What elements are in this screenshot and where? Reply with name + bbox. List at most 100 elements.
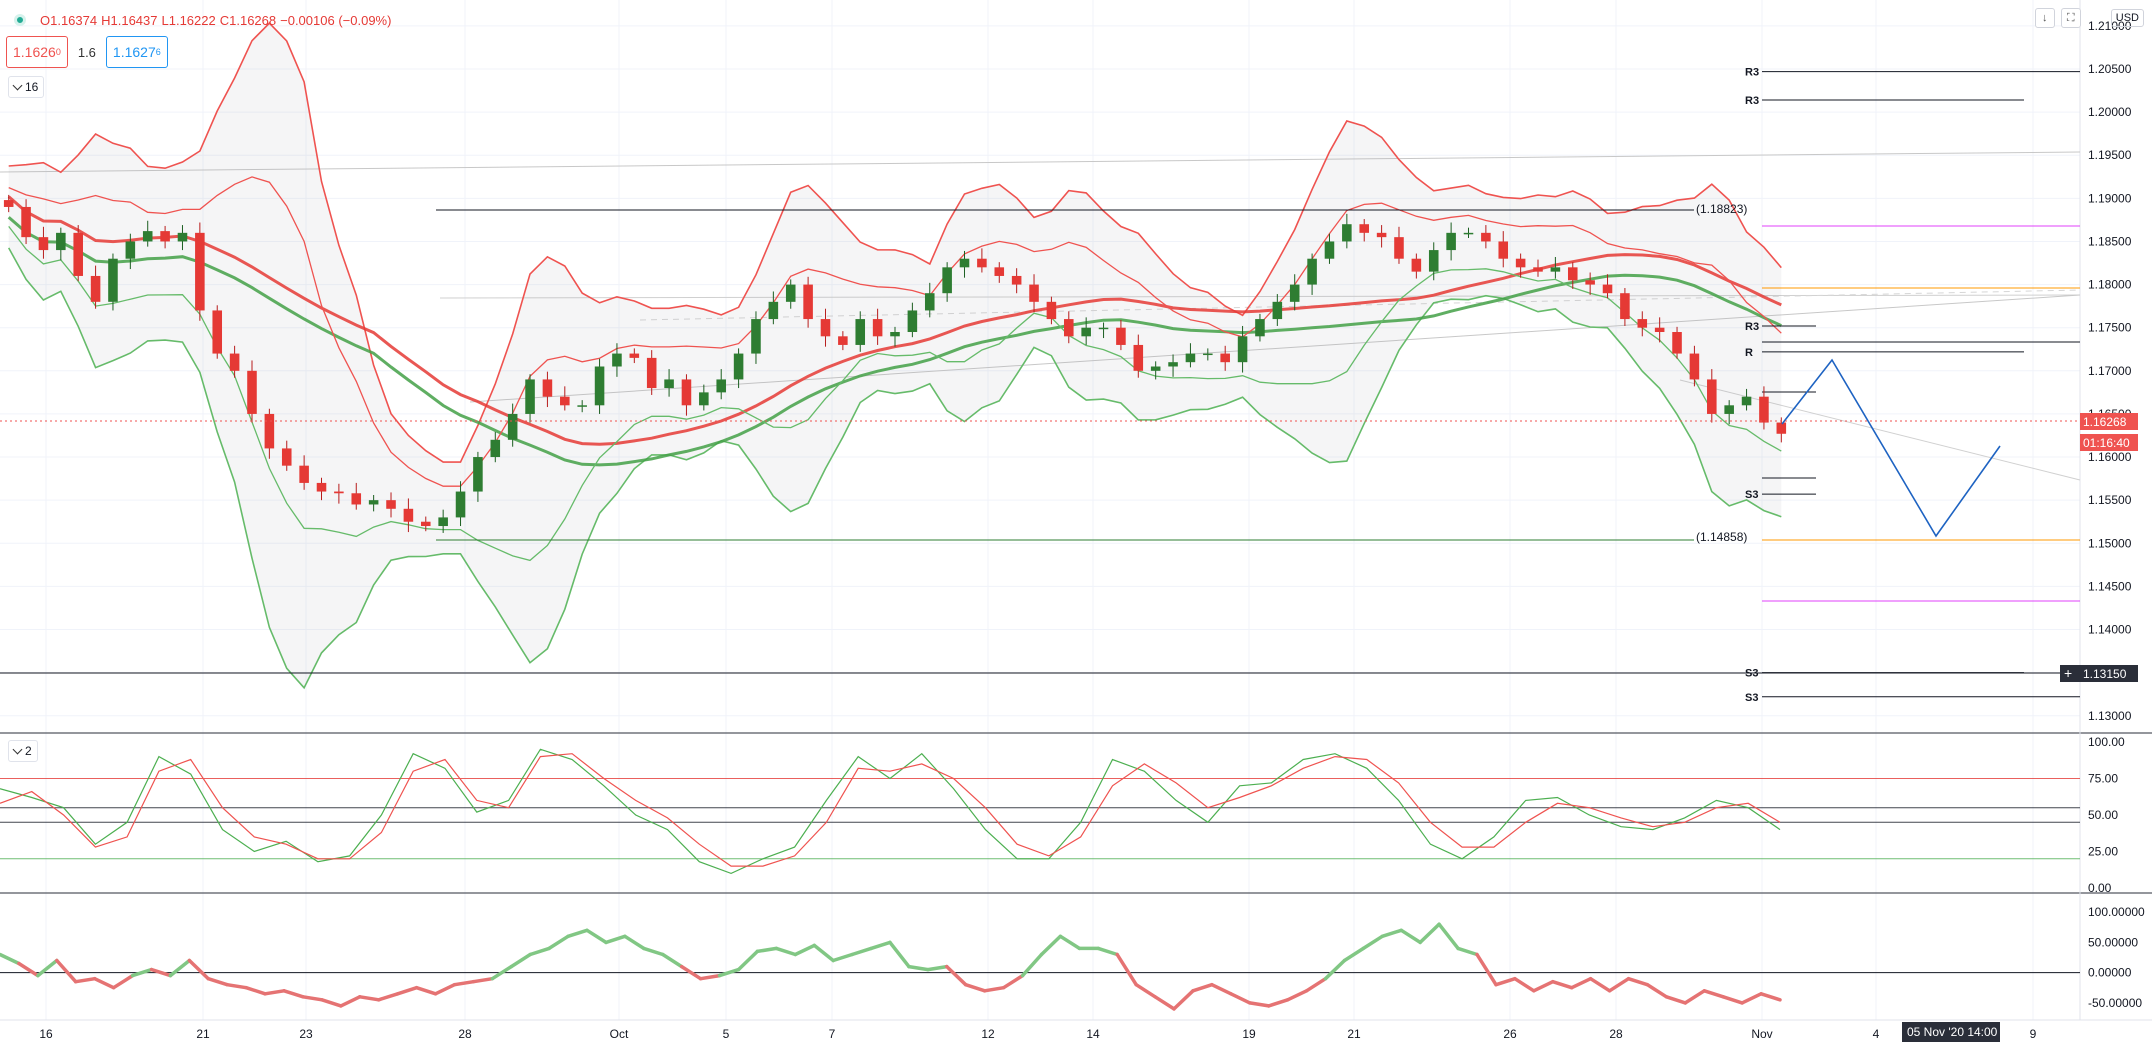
candle[interactable] bbox=[1289, 274, 1300, 311]
candle[interactable] bbox=[803, 276, 813, 328]
trend-line-mid-dashed[interactable] bbox=[639, 289, 2081, 321]
candle[interactable] bbox=[1272, 294, 1283, 326]
candle[interactable] bbox=[386, 492, 396, 518]
oscillator-axis[interactable]: 100.00 75.00 50.00 25.00 0.00 bbox=[2088, 735, 2125, 895]
candle[interactable] bbox=[1428, 242, 1439, 281]
candle[interactable] bbox=[1116, 319, 1126, 351]
momentum-pane[interactable] bbox=[0, 922, 2080, 1011]
candle[interactable] bbox=[1342, 213, 1352, 249]
candle[interactable] bbox=[1011, 268, 1022, 294]
price-axis[interactable]: 1.21000 1.20500 1.20000 1.19500 1.19000 1.185… bbox=[2088, 19, 2132, 723]
candle[interactable] bbox=[281, 440, 292, 471]
candle[interactable] bbox=[3, 194, 14, 213]
candle[interactable] bbox=[438, 509, 448, 533]
candle[interactable] bbox=[716, 369, 726, 400]
candle[interactable] bbox=[838, 331, 848, 351]
candle[interactable] bbox=[959, 250, 970, 278]
candle[interactable] bbox=[1567, 262, 1578, 289]
candle[interactable] bbox=[681, 374, 692, 416]
candle[interactable] bbox=[1220, 345, 1230, 371]
candle[interactable] bbox=[1602, 274, 1613, 299]
candle[interactable] bbox=[90, 265, 101, 309]
candle[interactable] bbox=[108, 253, 118, 311]
candle[interactable] bbox=[160, 225, 170, 249]
candle[interactable] bbox=[1759, 386, 1769, 430]
candle[interactable] bbox=[420, 516, 431, 532]
candle[interactable] bbox=[1324, 233, 1335, 264]
momentum-axis[interactable]: 100.00000 50.00000 0.00000 -50.00000 bbox=[2088, 905, 2145, 1010]
candle[interactable] bbox=[768, 291, 779, 325]
candle[interactable] bbox=[1689, 345, 1700, 387]
plus-icon[interactable]: + bbox=[2064, 665, 2072, 681]
candle[interactable] bbox=[195, 222, 205, 321]
arrow-down-icon[interactable]: ↓ bbox=[2034, 8, 2055, 28]
candle[interactable] bbox=[351, 482, 362, 510]
candle[interactable] bbox=[1255, 313, 1265, 342]
candle[interactable] bbox=[212, 305, 223, 359]
candle[interactable] bbox=[1707, 369, 1717, 423]
candle[interactable] bbox=[646, 350, 657, 395]
candle[interactable] bbox=[1654, 317, 1665, 343]
candle[interactable] bbox=[1672, 326, 1682, 359]
candle[interactable] bbox=[785, 279, 796, 309]
trend-line-upper[interactable] bbox=[0, 151, 2081, 173]
candle[interactable] bbox=[1394, 226, 1404, 264]
candle[interactable] bbox=[490, 432, 501, 463]
candle[interactable] bbox=[1081, 317, 1091, 345]
candle[interactable] bbox=[299, 455, 309, 490]
candle[interactable] bbox=[542, 371, 553, 408]
candle[interactable] bbox=[1533, 259, 1543, 277]
candle[interactable] bbox=[1481, 225, 1491, 249]
candle[interactable] bbox=[1064, 311, 1074, 344]
candle[interactable] bbox=[1446, 222, 1456, 261]
candle[interactable] bbox=[1463, 227, 1474, 239]
candle[interactable] bbox=[1168, 354, 1178, 377]
candle[interactable] bbox=[751, 311, 761, 364]
candle[interactable] bbox=[455, 481, 466, 527]
buy-button[interactable]: 1.1627 6 bbox=[105, 36, 168, 68]
candle[interactable] bbox=[1359, 219, 1370, 242]
candle[interactable] bbox=[38, 226, 49, 259]
candle[interactable] bbox=[1776, 417, 1787, 443]
oscillator-indicators-toggle[interactable]: 2 bbox=[8, 740, 38, 762]
time-axis[interactable]: 16 21 23 28 Oct 5 7 12 14 19 21 26 28 Nov 4 9 bbox=[39, 1027, 2036, 1041]
candle[interactable] bbox=[907, 302, 918, 338]
crosshair-plus-icon[interactable] bbox=[2060, 665, 2080, 682]
candle[interactable] bbox=[177, 225, 188, 251]
candle[interactable] bbox=[629, 348, 640, 364]
candle[interactable] bbox=[1203, 348, 1213, 361]
candle[interactable] bbox=[1307, 253, 1317, 295]
sell-button[interactable]: 1.1626 0 bbox=[6, 36, 68, 68]
candle[interactable] bbox=[994, 262, 1005, 283]
candle[interactable] bbox=[1046, 296, 1057, 325]
candle[interactable] bbox=[594, 358, 605, 414]
candle[interactable] bbox=[820, 308, 831, 347]
candle[interactable] bbox=[1185, 343, 1196, 368]
candle[interactable] bbox=[1498, 231, 1509, 268]
candle[interactable] bbox=[229, 345, 240, 378]
candle[interactable] bbox=[733, 348, 744, 389]
candle[interactable] bbox=[1637, 311, 1648, 337]
candle[interactable] bbox=[1376, 225, 1387, 248]
candle[interactable] bbox=[1029, 274, 1039, 313]
candle[interactable] bbox=[125, 233, 136, 270]
currency-label[interactable]: USD bbox=[2110, 9, 2144, 27]
candle[interactable] bbox=[577, 400, 587, 413]
candle[interactable] bbox=[1133, 334, 1144, 378]
candle[interactable] bbox=[264, 408, 275, 459]
candle[interactable] bbox=[1150, 361, 1161, 380]
candle[interactable] bbox=[890, 326, 900, 347]
candle[interactable] bbox=[507, 403, 518, 447]
candle[interactable] bbox=[612, 343, 622, 377]
candle[interactable] bbox=[560, 386, 570, 411]
candle[interactable] bbox=[1741, 388, 1752, 411]
market-status-icon[interactable] bbox=[14, 14, 26, 26]
candle[interactable] bbox=[73, 225, 83, 282]
candle[interactable] bbox=[664, 369, 674, 397]
stochastic-pane[interactable] bbox=[0, 748, 2080, 875]
main-indicators-toggle[interactable]: 16 bbox=[8, 76, 45, 98]
fullscreen-icon[interactable]: ⛶ bbox=[2060, 8, 2081, 28]
candle[interactable] bbox=[855, 311, 866, 352]
candle[interactable] bbox=[977, 248, 987, 273]
